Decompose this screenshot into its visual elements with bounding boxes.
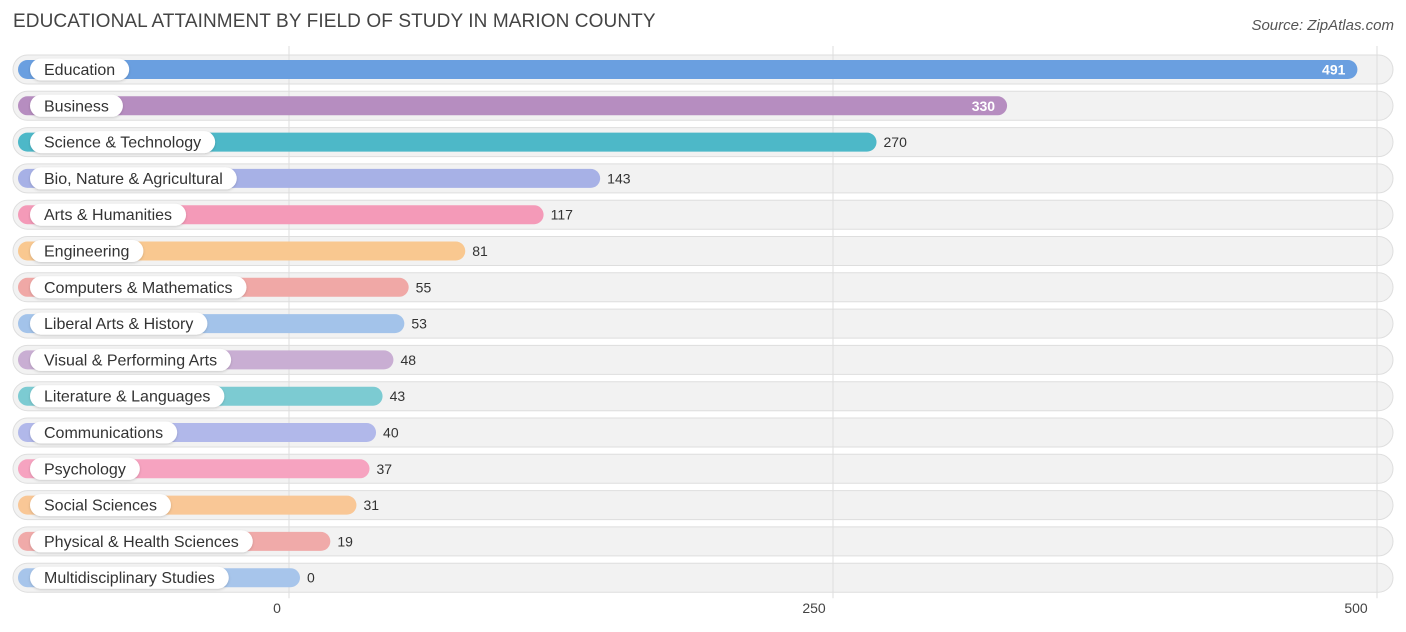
- tick-label: 0: [273, 600, 281, 616]
- value-label: 43: [390, 388, 406, 404]
- category-label: Literature & Languages: [44, 389, 210, 406]
- category-label-pill: [30, 348, 232, 371]
- category-label: Communications: [44, 425, 163, 442]
- category-label: Engineering: [44, 244, 129, 261]
- category-label-pill: [30, 312, 208, 335]
- bar: [18, 132, 877, 152]
- category-label: Liberal Arts & History: [44, 316, 193, 333]
- category-label-pill: [30, 94, 123, 117]
- bar-row: Computers & Mathematics 55: [18, 276, 432, 299]
- category-label-pill: [30, 240, 144, 262]
- tick-label: 250: [802, 600, 826, 616]
- category-label: Business: [44, 98, 109, 115]
- row-track: [12, 562, 1394, 593]
- bar-row: Science & Technology 270: [18, 131, 908, 154]
- value-label: 81: [472, 243, 488, 259]
- bar-row: Bio, Nature & Agricultural 143: [18, 167, 631, 190]
- category-label-pill: [30, 494, 171, 517]
- category-label: Physical & Health Sciences: [44, 534, 239, 551]
- category-label-pill: [30, 457, 140, 480]
- category-label-pill: [30, 58, 130, 81]
- value-label: 55: [416, 279, 432, 295]
- value-label: 491: [1322, 62, 1346, 78]
- category-label-pill: [30, 276, 247, 299]
- value-label: 143: [607, 170, 631, 186]
- category-label: Science & Technology: [44, 135, 201, 152]
- bar-row: Liberal Arts & History 53: [18, 312, 427, 335]
- row-track: [12, 490, 1394, 521]
- category-label: Visual & Performing Arts: [44, 352, 217, 369]
- value-label: 117: [551, 207, 574, 223]
- value-label: 270: [884, 134, 908, 150]
- category-label: Social Sciences: [44, 498, 157, 515]
- bar-row: Social Sciences 31: [18, 494, 379, 517]
- bar-row: Education 491: [18, 58, 1358, 81]
- bar-row: Engineering 81: [18, 240, 488, 262]
- category-label-pill: [30, 385, 225, 408]
- source-credit: Source: ZipAtlas.com: [1251, 17, 1394, 34]
- category-label: Computers & Mathematics: [44, 280, 233, 297]
- bar: [18, 96, 1008, 116]
- chart-title: EDUCATIONAL ATTAINMENT BY FIELD OF STUDY…: [13, 11, 656, 32]
- category-label-pill: [30, 421, 178, 444]
- bar-row: Business 330: [18, 94, 1008, 117]
- bars: Education 491 Business 330 Science & Technol…: [18, 58, 1358, 589]
- x-axis-ticks: 0 250 500: [273, 600, 1368, 616]
- category-label: Arts & Humanities: [44, 207, 172, 224]
- category-label-pill: [30, 530, 253, 553]
- value-label: 40: [383, 425, 399, 441]
- tick-label: 500: [1344, 600, 1368, 616]
- value-label: 48: [400, 352, 416, 368]
- category-label: Bio, Nature & Agricultural: [44, 171, 223, 188]
- bar-row: Literature & Languages 43: [18, 385, 406, 408]
- value-label: 19: [337, 533, 353, 549]
- category-label: Psychology: [44, 461, 126, 478]
- bar-row: Psychology 37: [18, 457, 393, 480]
- bar-row: Communications 40: [18, 421, 399, 444]
- value-label: 53: [411, 316, 427, 332]
- category-label: Multidisciplinary Studies: [44, 570, 215, 587]
- value-label: 31: [363, 497, 379, 513]
- category-label-pill: [30, 167, 237, 190]
- category-label-pill: [30, 566, 229, 589]
- bar-row: Arts & Humanities 117: [18, 203, 574, 226]
- category-label-pill: [30, 131, 216, 154]
- value-label: 37: [377, 461, 393, 477]
- category-label: Education: [44, 62, 115, 79]
- bar: [18, 60, 1358, 79]
- bar-row: Physical & Health Sciences 19: [18, 530, 353, 553]
- row-track: [12, 526, 1394, 557]
- category-label-pill: [30, 203, 187, 226]
- value-label: 330: [972, 98, 996, 114]
- bar-row: Visual & Performing Arts 48: [18, 348, 416, 371]
- bar-row: Multidisciplinary Studies 0: [18, 566, 315, 589]
- value-label: 0: [307, 570, 315, 586]
